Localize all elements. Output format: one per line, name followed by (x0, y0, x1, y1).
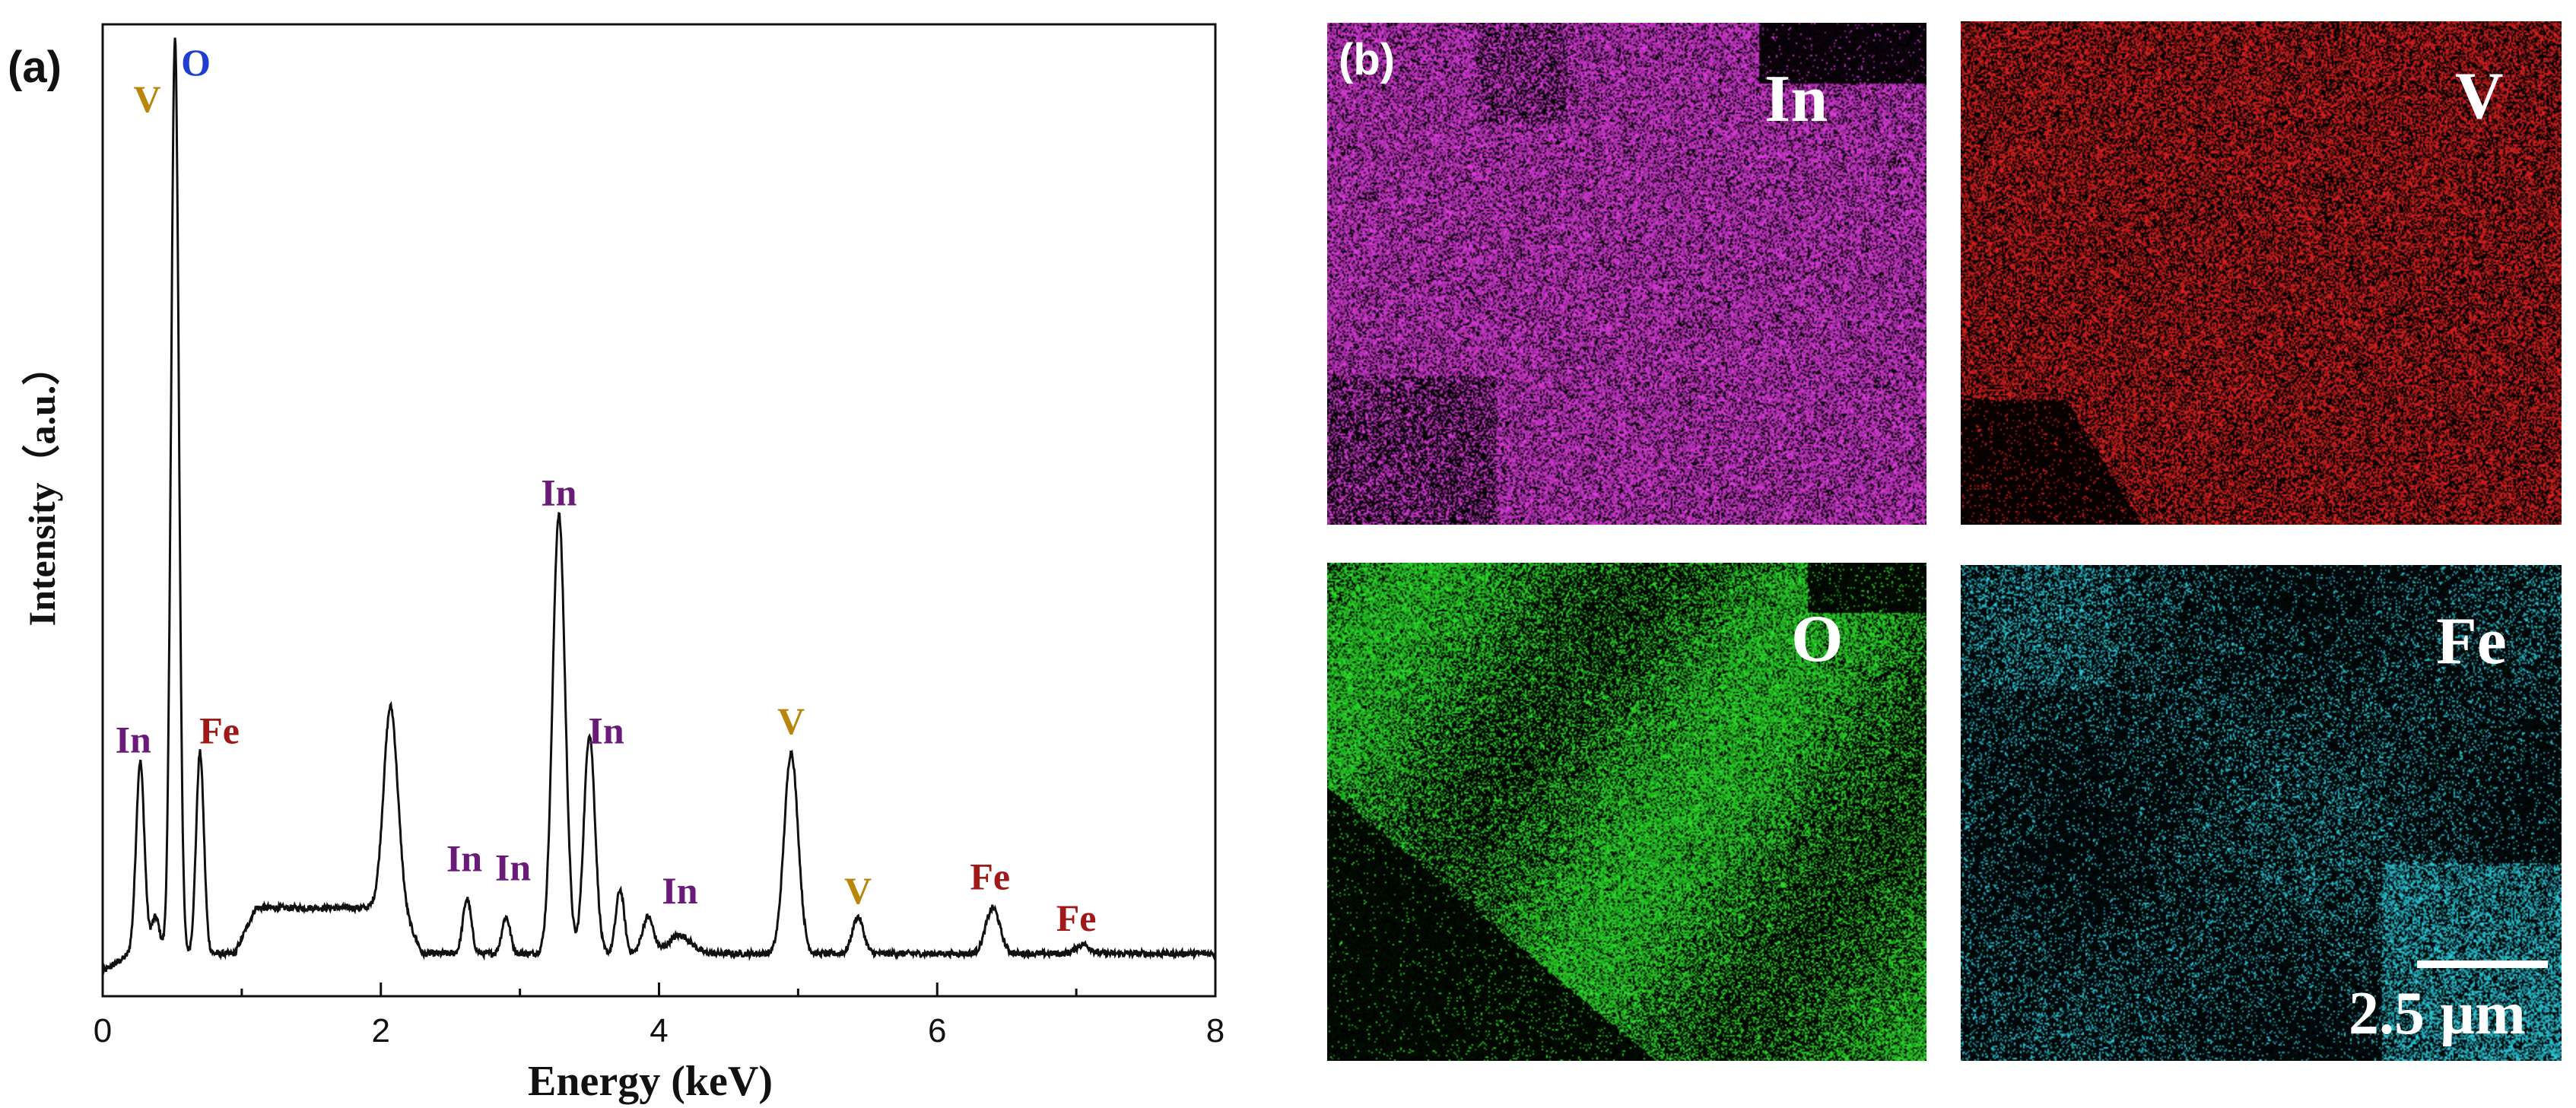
map-in-canvas (1327, 23, 1926, 525)
map-in-label: In (1764, 62, 1828, 136)
x-tick-label: 2 (372, 1012, 390, 1049)
map-fe-label: Fe (2436, 605, 2507, 678)
x-axis-label: Energy (keV) (528, 1058, 773, 1105)
map-v-canvas (1961, 21, 2562, 525)
chart-axes (101, 23, 1217, 998)
x-tick-label: 6 (928, 1012, 946, 1049)
peak-label: In (662, 869, 697, 912)
map-in: In (1327, 23, 1926, 525)
map-o-canvas (1327, 563, 1926, 1061)
map-v-label: V (2455, 59, 2504, 133)
scale-bar-label: 2.5 µm (2349, 980, 2526, 1047)
peak-label: In (495, 846, 531, 889)
x-tick-label: 0 (94, 1012, 112, 1049)
peak-label: In (588, 709, 624, 751)
peak-label: In (446, 837, 482, 880)
peak-label: V (133, 78, 160, 120)
map-o: O (1327, 563, 1926, 1061)
chart-ticks: 0 2 4 6 8 (94, 983, 1224, 1049)
x-tick-label: 8 (1206, 1012, 1224, 1049)
x-tick-label: 4 (650, 1012, 668, 1049)
plot-frame (101, 23, 1217, 998)
peak-label: Fe (1056, 897, 1097, 939)
y-axis-label: Intensity（a.u.） (21, 348, 63, 627)
map-fe: Fe 2.5 µm (1961, 565, 2562, 1061)
peak-label: V (844, 869, 872, 912)
panel-label-a: (a) (8, 43, 62, 92)
map-o-label: O (1791, 602, 1844, 676)
map-fe-canvas (1961, 565, 2562, 1061)
peak-label: In (541, 471, 577, 513)
peak-label: V (777, 700, 805, 742)
panel-label-b: (b) (1339, 35, 1396, 84)
peak-label: Fe (199, 709, 240, 751)
peak-label: O (181, 41, 211, 84)
peak-label: In (116, 718, 151, 760)
spectrum-line (101, 37, 1217, 978)
peak-label: Fe (970, 856, 1010, 898)
map-v: V (1961, 21, 2562, 525)
scale-bar (2417, 960, 2548, 968)
